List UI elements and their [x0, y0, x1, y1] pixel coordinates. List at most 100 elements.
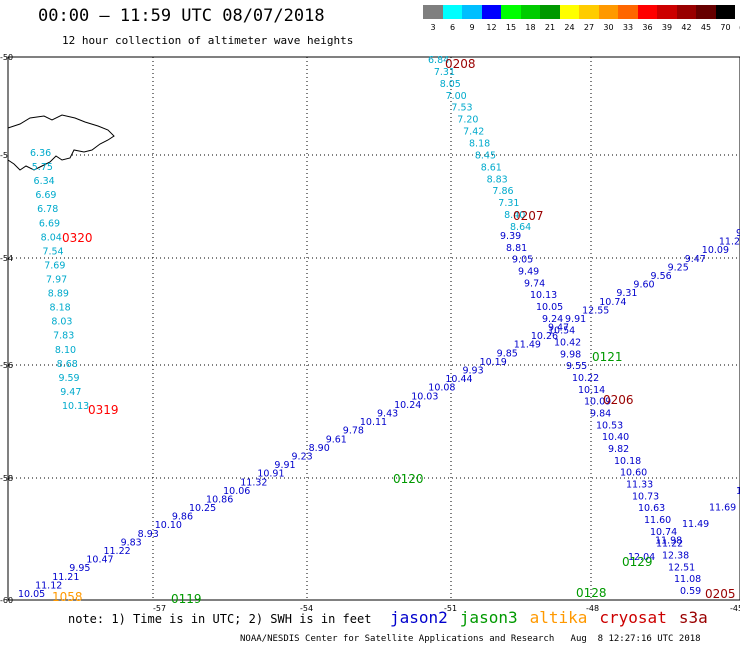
- swh-value-label: 10.09: [584, 397, 611, 408]
- swh-value-label: 8.93: [138, 529, 159, 540]
- swh-value-label: 6.84: [428, 55, 449, 66]
- swh-value-label: 9.98: [560, 349, 581, 360]
- colorbar-swatch: [618, 5, 638, 19]
- swh-value-label: 8.10: [55, 345, 76, 356]
- swh-value-label: 10.42: [554, 338, 581, 349]
- pass-id-label: 0208: [445, 57, 476, 71]
- swh-value-label: 8.04: [41, 232, 62, 243]
- swh-value-label: 9.56: [651, 271, 672, 282]
- swh-value-label: 10.22: [572, 373, 599, 384]
- swh-value-label: 10.74: [650, 527, 677, 538]
- swh-value-label: 10.18: [614, 456, 641, 467]
- colorbar-swatch: [579, 5, 599, 19]
- colorbar-swatch: [676, 5, 696, 19]
- swh-value-label: 9.9: [736, 228, 740, 239]
- swh-value-label: 10.54: [548, 326, 575, 337]
- falkland-islands-coastline: [7, 114, 115, 171]
- lat-tick-label: -58: [0, 474, 13, 483]
- swh-value-label: 8.45: [475, 150, 496, 161]
- colorbar-label: 70: [720, 23, 731, 32]
- swh-value-label: 6.34: [34, 176, 55, 187]
- swh-value-label: 10.47: [86, 555, 113, 566]
- pass-id-label: 0128: [576, 586, 607, 600]
- swh-value-label: 10.26: [531, 331, 558, 342]
- map-subtitle: 12 hour collection of altimeter wave hei…: [62, 34, 354, 47]
- swh-value-label: 6.36: [30, 148, 51, 159]
- swh-value-label: 11.49: [682, 519, 709, 530]
- colorbar-label: 42: [681, 23, 692, 32]
- swh-value-label: 7.20: [457, 115, 478, 126]
- swh-value-label: 9.82: [608, 444, 629, 455]
- lon-tick-label: -57: [153, 604, 166, 613]
- colorbar-label: 27: [583, 23, 595, 32]
- swh-value-label: 9.47: [60, 387, 81, 398]
- lon-tick-label: -45: [730, 604, 740, 613]
- swh-value-label: 10.10: [155, 520, 182, 531]
- swh-value-label: 10.73: [632, 491, 659, 502]
- colorbar-swatch: [462, 5, 482, 19]
- swh-value-label: 10.19: [480, 357, 507, 368]
- swh-value-label: 8.64: [510, 222, 531, 233]
- colorbar-label: 15: [505, 23, 517, 32]
- colorbar-swatch: [481, 5, 501, 19]
- swh-value-label: 8.18: [469, 139, 490, 150]
- swh-value-label: 10.14: [578, 385, 605, 396]
- pass-id-label: 0121: [592, 350, 623, 364]
- lon-tick-label: -54: [300, 604, 313, 613]
- swh-value-label: 8.90: [309, 443, 330, 454]
- lat-tick-label: -56: [0, 361, 13, 370]
- swh-value-label: 11.22: [656, 539, 683, 550]
- swh-value-label: 9.24: [542, 314, 563, 325]
- pass-id-label: 0319: [88, 403, 119, 417]
- swh-value-label: 9.93: [462, 366, 483, 377]
- swh-value-label: 6.69: [35, 190, 56, 201]
- colorbar-label: 6: [449, 23, 456, 32]
- colorbar-label: 24: [564, 23, 575, 32]
- swh-value-label: 11.69: [709, 503, 736, 514]
- swh-value-label: 6.78: [37, 204, 58, 215]
- swh-value-label: 8.68: [57, 359, 78, 370]
- swh-value-label: 8.81: [506, 243, 527, 254]
- lat-tick-label: -50: [0, 53, 13, 62]
- colorbar-swatch: [715, 5, 735, 19]
- swh-value-label: 9.95: [69, 563, 90, 574]
- pass-id-label: 1058: [52, 590, 83, 604]
- colorbar-swatch: [598, 5, 618, 19]
- colorbar-label: 21: [544, 23, 556, 32]
- lat-tick-label: -52: [0, 151, 13, 160]
- colorbar-label: 12: [486, 23, 497, 32]
- swh-value-label: 10.13: [530, 290, 557, 301]
- swh-value-label: 9.47: [548, 323, 569, 334]
- swh-value-label: 7.86: [492, 186, 513, 197]
- swh-value-label: 6.69: [39, 218, 60, 229]
- legend-item-s3a: s3a: [678, 608, 708, 627]
- swh-value-label: 5.75: [32, 162, 53, 173]
- swh-value-label: 7.00: [446, 91, 467, 102]
- swh-value-label: 11.12: [35, 580, 62, 591]
- swh-value-label: 9.49: [518, 267, 539, 278]
- swh-value-label: 8.89: [48, 289, 69, 300]
- legend-item-jason2: jason2: [390, 608, 448, 627]
- swh-value-label: 9.91: [565, 314, 586, 325]
- swh-value-label: 8.03: [51, 317, 72, 328]
- lon-tick-label: -48: [586, 604, 599, 613]
- colorbar-label: 30: [603, 23, 614, 32]
- swh-value-label: 11.21: [52, 572, 79, 583]
- swh-value-label: 12.04: [628, 552, 655, 563]
- pass-id-label: 0206: [603, 393, 634, 407]
- swh-value-label: 7.54: [42, 246, 63, 257]
- swh-value-label: 12.38: [662, 551, 689, 562]
- swh-value-label: 10.86: [206, 494, 233, 505]
- swh-value-label: 7.53: [451, 103, 472, 114]
- pass-id-label: 0120: [393, 472, 424, 486]
- swh-value-label: 10.60: [620, 468, 647, 479]
- swh-value-label: 11.08: [674, 574, 701, 585]
- swh-value-label: 11.29: [719, 237, 740, 248]
- swh-value-label: 9.39: [500, 231, 521, 242]
- map-frame: [7, 56, 740, 601]
- swh-value-label: 10.05: [536, 302, 563, 313]
- swh-value-label: 9.91: [274, 460, 295, 471]
- colorbar-swatch: [696, 5, 716, 19]
- colorbar-swatch: [442, 5, 462, 19]
